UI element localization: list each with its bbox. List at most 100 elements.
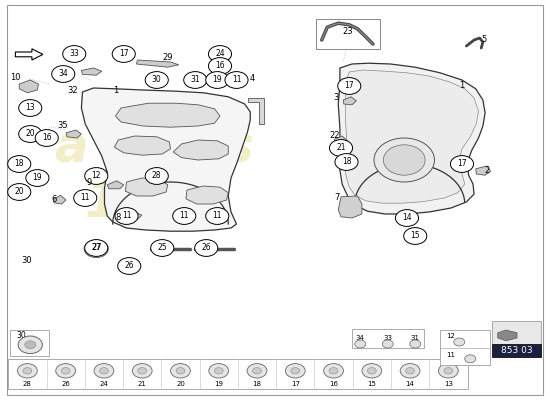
Circle shape — [383, 145, 425, 175]
Text: 22: 22 — [329, 132, 340, 140]
Text: 30: 30 — [16, 331, 26, 340]
Text: 12: 12 — [447, 333, 455, 339]
Circle shape — [94, 364, 114, 378]
Text: 33: 33 — [69, 50, 79, 58]
Text: 17: 17 — [119, 50, 129, 58]
Circle shape — [173, 208, 196, 224]
Text: 15: 15 — [367, 381, 376, 387]
Polygon shape — [345, 70, 478, 203]
Circle shape — [404, 228, 427, 244]
Circle shape — [91, 245, 102, 253]
Text: 20: 20 — [176, 381, 185, 387]
Polygon shape — [125, 178, 168, 196]
Text: 13: 13 — [25, 104, 35, 112]
Bar — [352, 329, 424, 348]
Circle shape — [8, 184, 31, 200]
Text: 4: 4 — [249, 74, 255, 83]
Circle shape — [138, 368, 147, 374]
Circle shape — [145, 168, 168, 184]
Circle shape — [374, 138, 434, 182]
Circle shape — [118, 258, 141, 274]
Circle shape — [438, 364, 458, 378]
Text: 1: 1 — [459, 82, 465, 90]
Text: 27: 27 — [91, 244, 102, 252]
Text: 21: 21 — [138, 381, 147, 387]
Text: 19: 19 — [212, 76, 222, 84]
Text: 28: 28 — [23, 381, 32, 387]
Text: 31: 31 — [190, 76, 200, 84]
Circle shape — [133, 364, 152, 378]
Text: 24: 24 — [215, 50, 225, 58]
Text: 16: 16 — [42, 134, 52, 142]
Circle shape — [323, 364, 343, 378]
Text: 11: 11 — [122, 212, 131, 220]
Bar — [440, 330, 490, 365]
Circle shape — [63, 46, 86, 62]
Text: 35: 35 — [57, 122, 68, 130]
Circle shape — [291, 368, 300, 374]
Text: 5: 5 — [481, 36, 487, 44]
Circle shape — [170, 364, 190, 378]
Text: 26: 26 — [61, 381, 70, 387]
Text: 16: 16 — [215, 62, 225, 70]
Text: 17: 17 — [457, 160, 467, 168]
Text: 18: 18 — [14, 160, 24, 168]
Polygon shape — [343, 97, 356, 105]
Circle shape — [100, 368, 108, 374]
Polygon shape — [248, 98, 264, 124]
Circle shape — [225, 72, 248, 88]
Bar — [316, 19, 380, 49]
Text: 14: 14 — [402, 214, 412, 222]
Text: 19: 19 — [32, 174, 42, 182]
Circle shape — [206, 72, 229, 88]
Text: 33: 33 — [383, 335, 392, 341]
Circle shape — [252, 368, 261, 374]
Circle shape — [382, 340, 393, 348]
Circle shape — [195, 240, 218, 256]
Text: a parts
1985: a parts 1985 — [54, 124, 254, 228]
Circle shape — [450, 156, 474, 172]
Circle shape — [35, 130, 58, 146]
Text: 13: 13 — [444, 381, 453, 387]
Circle shape — [25, 341, 36, 349]
Polygon shape — [81, 68, 102, 75]
Circle shape — [61, 368, 70, 374]
Text: 32: 32 — [67, 86, 78, 95]
Circle shape — [85, 240, 108, 256]
Bar — [492, 344, 541, 357]
Text: 15: 15 — [410, 232, 420, 240]
Text: 29: 29 — [162, 54, 173, 62]
Circle shape — [23, 368, 32, 374]
Circle shape — [52, 66, 75, 82]
Text: 21: 21 — [336, 144, 346, 152]
Text: 3: 3 — [333, 94, 338, 102]
Polygon shape — [498, 330, 517, 341]
Circle shape — [209, 364, 229, 378]
Text: 8: 8 — [116, 214, 121, 222]
Circle shape — [465, 355, 476, 363]
Circle shape — [208, 46, 232, 62]
Circle shape — [74, 190, 97, 206]
Circle shape — [206, 208, 229, 224]
Text: 34: 34 — [356, 335, 365, 341]
Circle shape — [338, 78, 361, 94]
Text: 26: 26 — [201, 244, 211, 252]
Text: 11: 11 — [80, 194, 90, 202]
Circle shape — [406, 368, 415, 374]
Circle shape — [355, 340, 366, 348]
Text: 24: 24 — [100, 381, 108, 387]
Circle shape — [454, 338, 465, 346]
Bar — [492, 321, 541, 344]
Text: 18: 18 — [252, 381, 261, 387]
Polygon shape — [81, 88, 250, 231]
Circle shape — [184, 72, 207, 88]
Polygon shape — [334, 136, 348, 145]
Circle shape — [19, 126, 42, 142]
Polygon shape — [15, 49, 43, 60]
Text: 12: 12 — [91, 172, 101, 180]
Circle shape — [208, 58, 232, 74]
Circle shape — [18, 364, 37, 378]
Text: 14: 14 — [406, 381, 415, 387]
Circle shape — [84, 240, 108, 258]
Circle shape — [176, 368, 185, 374]
